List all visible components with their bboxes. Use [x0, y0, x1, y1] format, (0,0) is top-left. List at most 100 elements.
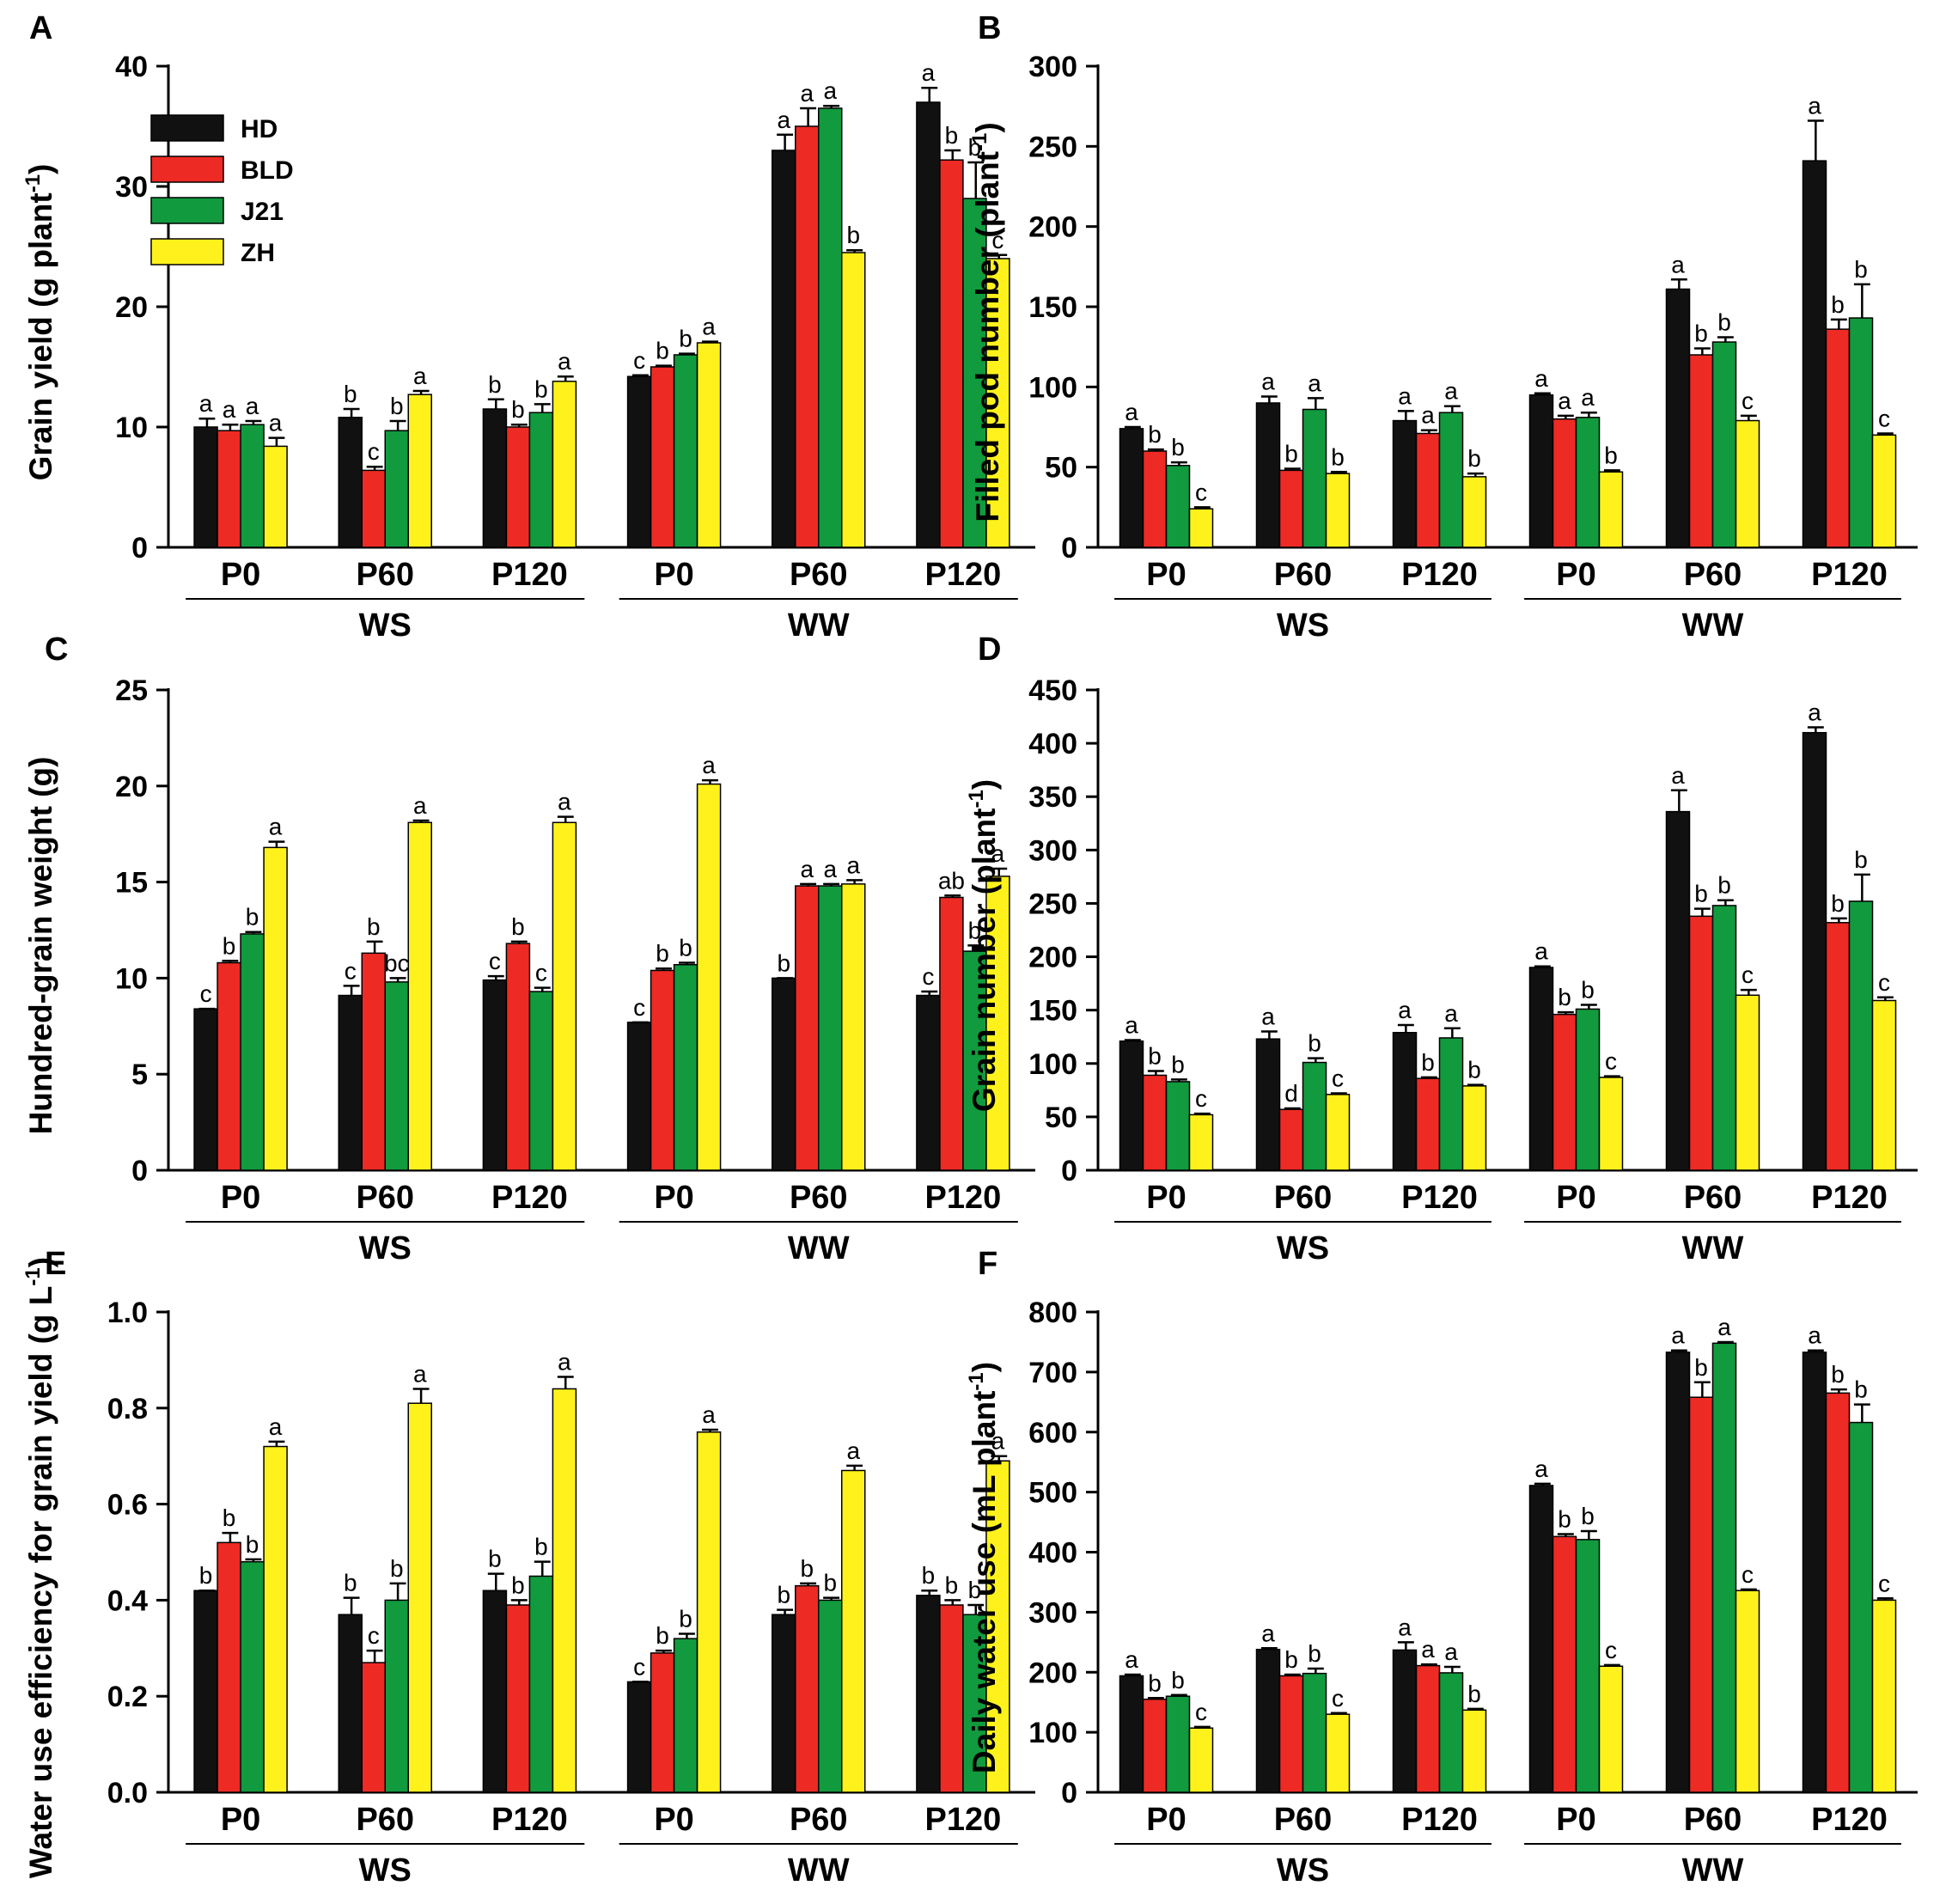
x-category-label: P0	[221, 1180, 260, 1216]
significance-letter: a	[1808, 699, 1821, 725]
significance-letter: a	[1808, 1322, 1821, 1349]
significance-letter: a	[1671, 1322, 1685, 1349]
bar-bld	[217, 1541, 241, 1793]
significance-letter: c	[1605, 1048, 1617, 1075]
bar-j21	[1302, 408, 1327, 548]
bar-j21	[1848, 1421, 1874, 1793]
group-label: WW	[788, 1852, 850, 1889]
bar-j21	[384, 1599, 409, 1793]
bar-bld	[650, 969, 675, 1171]
significance-letter: b	[1467, 445, 1481, 472]
x-category-label: P60	[1274, 557, 1333, 593]
bar-zh	[1735, 994, 1760, 1171]
y-tick-label: 0	[131, 1155, 148, 1187]
bar-zh	[263, 846, 288, 1171]
significance-letter: b	[1331, 443, 1345, 470]
significance-letter: a	[702, 752, 716, 778]
significance-letter: a	[413, 792, 427, 819]
significance-letter: a	[922, 59, 936, 86]
y-tick-label: 0.2	[107, 1681, 148, 1713]
bar-j21	[1165, 465, 1191, 548]
x-category-label: P0	[1146, 1180, 1186, 1216]
bar-j21	[1848, 900, 1874, 1171]
significance-letter: c	[368, 438, 380, 465]
y-tick-label: 0.6	[107, 1489, 148, 1522]
x-category-label: P60	[1274, 1802, 1333, 1838]
significance-letter: c	[200, 980, 212, 1007]
y-tick-label: 300	[1028, 51, 1077, 83]
bar-zh	[263, 445, 288, 548]
significance-letter: b	[511, 396, 525, 423]
group-label: WS	[1277, 1852, 1329, 1889]
significance-letter: c	[1332, 1065, 1344, 1092]
bar-bld	[1688, 1396, 1714, 1793]
significance-letter: a	[269, 410, 283, 436]
x-category-label: P120	[925, 557, 1002, 593]
x-category-label: P0	[1556, 1180, 1595, 1216]
x-category-label: P120	[491, 1180, 568, 1216]
significance-letter: b	[968, 134, 982, 161]
significance-letter: d	[1284, 1080, 1298, 1107]
bar-zh	[1598, 1077, 1624, 1171]
significance-letter: c	[633, 1653, 645, 1680]
bar-bld	[1415, 1077, 1441, 1171]
significance-letter: a	[1421, 1636, 1435, 1663]
significance-letter: a	[777, 107, 790, 133]
bar-j21	[384, 430, 409, 548]
significance-letter: b	[1581, 976, 1595, 1003]
significance-letter: b	[1467, 1681, 1481, 1707]
significance-letter: c	[368, 1622, 380, 1649]
bar-hd	[193, 1008, 218, 1171]
significance-letter: a	[1398, 1614, 1412, 1640]
bar-hd	[626, 1681, 652, 1793]
significance-letter: c	[535, 960, 547, 986]
x-category-label: P60	[1684, 557, 1742, 593]
bar-hd	[916, 994, 941, 1171]
significance-letter: b	[1854, 846, 1868, 873]
bar-j21	[240, 424, 265, 548]
significance-letter: b	[223, 932, 236, 959]
significance-letter: c	[489, 948, 501, 974]
bar-j21	[240, 933, 265, 1171]
x-category-label: P120	[925, 1802, 1002, 1838]
x-category-label: P120	[1401, 1180, 1478, 1216]
group-label: WW	[1682, 607, 1744, 644]
bar-hd	[1255, 1038, 1281, 1171]
significance-letter: b	[968, 1577, 982, 1603]
y-tick-label: 350	[1028, 781, 1077, 814]
group-label: WS	[1277, 1230, 1329, 1266]
significance-letter: b	[1171, 1667, 1185, 1693]
bar-zh	[696, 1431, 722, 1793]
bar-j21	[818, 107, 843, 548]
bar-j21	[673, 963, 698, 1171]
x-category-label: P120	[1401, 557, 1478, 593]
bar-hd	[1528, 1485, 1554, 1793]
bar-zh	[1735, 1590, 1760, 1793]
significance-letter: a	[413, 363, 427, 389]
significance-letter: b	[846, 222, 860, 248]
significance-letter: a	[702, 1401, 716, 1428]
bar-zh	[1461, 1709, 1487, 1793]
significance-letter: b	[1831, 1361, 1845, 1388]
significance-letter: b	[1854, 1376, 1868, 1403]
bar-hd	[626, 1022, 652, 1171]
y-tick-label: 20	[115, 291, 148, 324]
significance-letter: b	[1694, 1354, 1708, 1381]
significance-letter: a	[223, 396, 236, 423]
significance-letter: c	[1605, 1637, 1617, 1663]
bar-j21	[528, 412, 554, 548]
y-tick-label: 700	[1028, 1357, 1077, 1389]
bar-bld	[1552, 1535, 1577, 1793]
x-category-label: P60	[790, 557, 848, 593]
bar-j21	[1711, 905, 1737, 1171]
bar-hd	[1119, 1675, 1144, 1793]
bar-zh	[1598, 1665, 1624, 1793]
significance-letter: b	[777, 1582, 790, 1608]
bar-bld	[1278, 469, 1304, 548]
y-tick-label: 10	[115, 412, 148, 444]
bar-bld	[795, 125, 820, 548]
significance-letter: b	[1558, 1506, 1571, 1533]
significance-letter: a	[846, 1437, 860, 1464]
significance-letter: c	[991, 227, 1003, 253]
